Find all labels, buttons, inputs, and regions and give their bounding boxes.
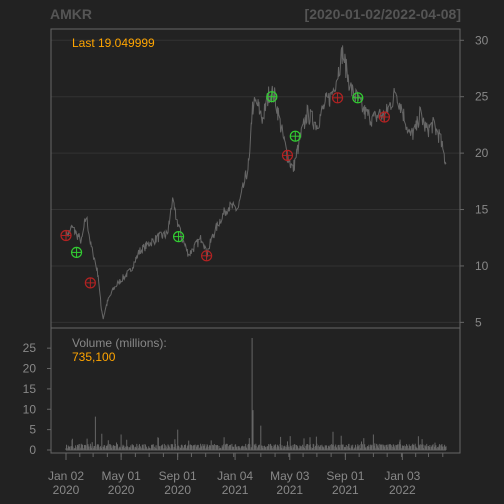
price-y-tick-label: 10 <box>475 259 489 273</box>
x-tick-label-date: Jan 02 <box>48 469 84 483</box>
buy-signal-marker <box>266 91 278 103</box>
x-tick-label-year: 2020 <box>108 483 135 497</box>
sell-signal-marker <box>281 149 294 161</box>
x-tick-label-year: 2022 <box>389 483 416 497</box>
sell-signal-marker <box>84 277 96 289</box>
buy-signal-marker <box>352 92 364 104</box>
x-tick-label-year: 2021 <box>332 483 359 497</box>
volume-y-tick-label: 20 <box>23 362 37 376</box>
chart-symbol-title: AMKR <box>50 6 92 22</box>
price-y-axis: 5 10 15 20 25 30 <box>460 33 489 329</box>
price-y-tick-label: 25 <box>475 90 489 104</box>
sell-signal-marker <box>201 250 213 262</box>
sell-signal-marker <box>331 92 344 104</box>
volume-legend-label: Volume (millions): <box>72 336 167 350</box>
price-legend-label: Last <box>72 36 95 50</box>
sell-signal-marker <box>60 229 72 242</box>
volume-y-tick-label: 10 <box>23 402 37 416</box>
x-tick-label-year: 2021 <box>276 483 303 497</box>
volume-y-axis: 0 5 10 15 20 25 <box>23 341 51 457</box>
x-tick-label-year: 2021 <box>222 483 249 497</box>
buy-signal-marker <box>70 246 83 259</box>
volume-y-tick-label: 15 <box>23 382 37 396</box>
x-tick-label-year: 2020 <box>164 483 191 497</box>
price-y-tick-label: 15 <box>475 203 489 217</box>
signal-markers <box>60 91 391 289</box>
volume-y-tick-label: 25 <box>23 341 37 355</box>
buy-signal-marker <box>172 231 185 243</box>
x-tick-label-date: May 01 <box>101 469 141 483</box>
chart-date-range: [2020-01-02/2022-04-08] <box>305 6 461 22</box>
volume-bars <box>65 338 447 451</box>
price-y-tick-label: 5 <box>475 315 482 329</box>
volume-y-tick-label: 0 <box>29 443 36 457</box>
sell-signal-marker <box>378 111 391 123</box>
x-tick-label-date: Jan 03 <box>384 469 420 483</box>
price-y-tick-label: 20 <box>475 146 489 160</box>
x-tick-label-date: May 03 <box>270 469 310 483</box>
volume-legend-value: 735,100 <box>72 350 116 364</box>
x-tick-label-date: Sep 01 <box>326 469 364 483</box>
price-y-tick-label: 30 <box>475 33 489 47</box>
x-tick-label-date: Sep 01 <box>159 469 197 483</box>
price-legend-value: 19.049999 <box>98 36 155 50</box>
volume-bar-set <box>65 338 447 450</box>
volume-y-tick-label: 5 <box>29 423 36 437</box>
price-panel-grid <box>51 39 460 323</box>
x-tick-label-date: Jan 04 <box>217 469 253 483</box>
x-tick-label-year: 2020 <box>53 483 80 497</box>
buy-signal-marker <box>289 130 301 142</box>
